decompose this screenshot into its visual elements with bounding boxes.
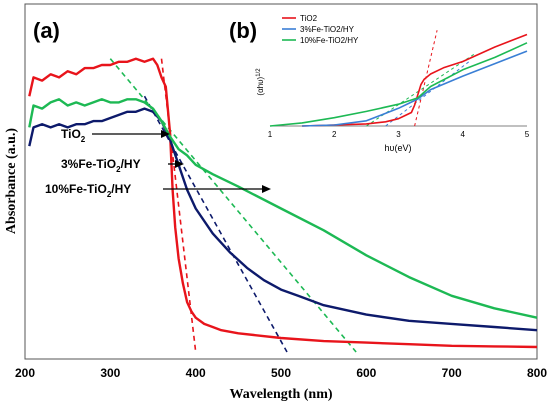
x-tick-label-500: 500: [271, 366, 291, 380]
panel-a-x-ticks: 200 300 400 500 600 700 800: [15, 366, 547, 380]
inset-tangent-line-10pctfe-tio2-hy: [366, 52, 476, 127]
annotation-tio2: TiO2: [61, 127, 170, 144]
panel-a-x-axis-label: Wavelength (nm): [229, 387, 332, 402]
series-line-10pctfe-tio2-hy: [28, 98, 538, 319]
legend-label-3pctfe-tio2-hy: 3%Fe-TiO2/HY: [300, 25, 355, 34]
panel-a-chart: (a) 200 300 400 500 600 700 800 Wavelength (nm…: [4, 3, 547, 402]
x-tick-label-400: 400: [186, 366, 206, 380]
series-line-tio2: [28, 57, 538, 349]
annotation-3fe: 3%Fe-TiO2/HY: [61, 157, 184, 174]
annotation-3fe-arrowhead: [175, 160, 184, 168]
x-tick-label-700: 700: [442, 366, 462, 380]
panel-a-label: (a): [33, 18, 60, 43]
x-tick-label-600: 600: [356, 366, 376, 380]
x-tick-label-200: 200: [15, 366, 35, 380]
panel-a-series: [28, 57, 538, 349]
inset-x-tick-label-3: 3: [396, 130, 401, 139]
inset-x-tick-label-2: 2: [332, 130, 337, 139]
panel-b-label: (b): [229, 18, 257, 43]
annotation-tio2-label: TiO2: [61, 127, 86, 144]
inset-series-line-10pctfe-tio2-hy: [269, 42, 528, 127]
tangent-line-3pctfe-tio2-hy: [143, 95, 288, 353]
annotation-10fe-label: 10%Fe-TiO2/HY: [45, 182, 131, 199]
annotation-10fe: 10%Fe-TiO2/HY: [45, 182, 271, 199]
inset-series-line-3pctfe-tio2-hy: [302, 50, 528, 127]
panel-b-legend: TiO2 3%Fe-TiO2/HY 10%Fe-TiO2/HY: [282, 14, 359, 45]
inset-x-tick-label-1: 1: [268, 130, 273, 139]
panel-b-x-axis-label: hυ(eV): [385, 143, 412, 153]
panel-a-plot-frame: [24, 3, 538, 360]
x-tick-label-300: 300: [100, 366, 120, 380]
panel-b-inset-chart: (b) 1 2 3 4 5 hυ(eV) (αhυ)1/2 TiO2 3%Fe-TiO2/…: [222, 8, 534, 153]
panel-b-background: [222, 8, 534, 153]
x-tick-label-800: 800: [527, 366, 547, 380]
annotation-3fe-label: 3%Fe-TiO2/HY: [61, 157, 141, 174]
legend-label-10pctfe-tio2-hy: 10%Fe-TiO2/HY: [300, 36, 359, 45]
inset-x-tick-label-4: 4: [461, 130, 466, 139]
panel-b-series: [269, 33, 528, 127]
panel-a-y-axis-label: Absorbance (a.u.): [4, 128, 19, 235]
inset-x-tick-label-5: 5: [525, 130, 530, 139]
legend-label-tio2: TiO2: [300, 14, 318, 23]
annotation-10fe-arrowhead: [262, 185, 271, 193]
annotation-tio2-arrowhead: [161, 130, 170, 138]
panel-b-x-ticks: 1 2 3 4 5: [268, 130, 530, 139]
panel-b-y-axis-label: (αhυ)1/2: [256, 68, 265, 96]
